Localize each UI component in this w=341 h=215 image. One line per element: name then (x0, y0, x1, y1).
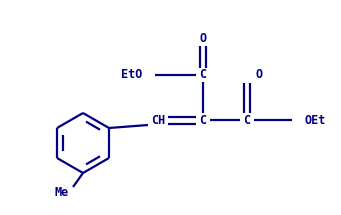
Text: C: C (243, 114, 251, 126)
Text: C: C (199, 69, 207, 81)
Text: EtO: EtO (121, 69, 142, 81)
Text: C: C (199, 114, 207, 126)
Text: CH: CH (151, 114, 165, 126)
Text: O: O (255, 69, 263, 81)
Text: Me: Me (55, 186, 69, 200)
Text: O: O (199, 32, 207, 45)
Text: OEt: OEt (305, 114, 326, 126)
